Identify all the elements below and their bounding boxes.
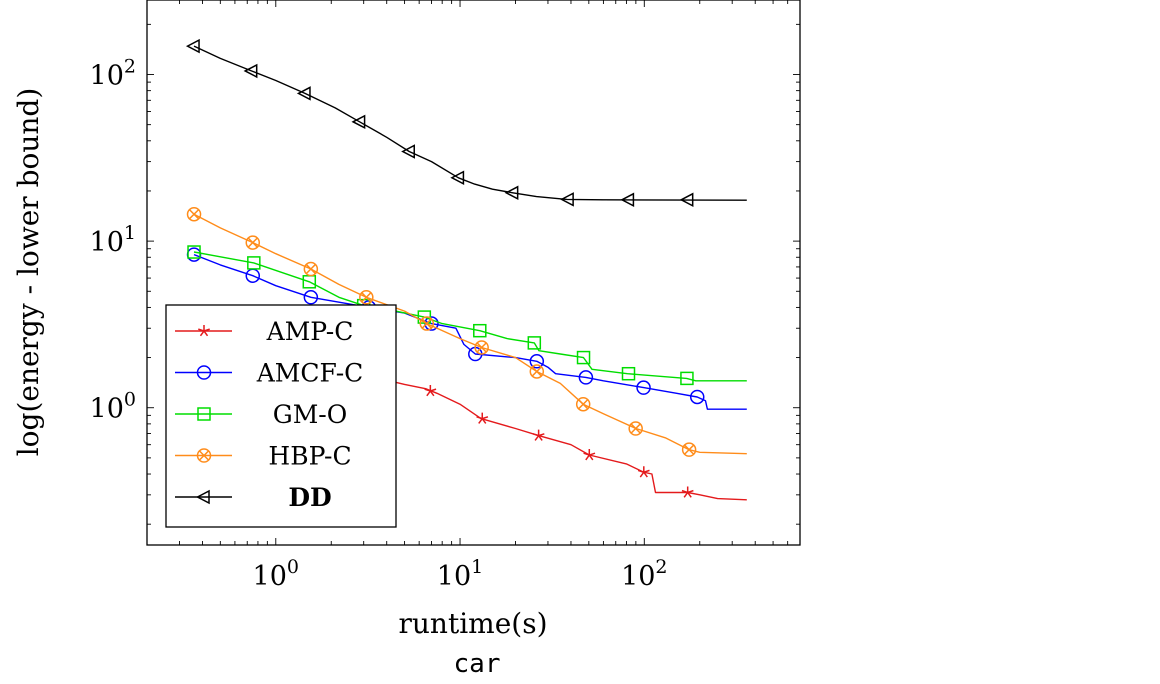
data-point [419,316,435,331]
legend: AMP-C AMCF-C GM-O HBP-C DD [165,304,397,528]
data-point [186,206,202,222]
legend-item: AMCF-C [175,359,363,388]
y-tick-label: 100 [90,389,136,425]
data-point [476,412,489,424]
y-tick-label: 101 [90,222,136,258]
legend-label: HBP-C [268,442,351,471]
data-point [296,86,311,101]
data-point [401,144,415,159]
data-point [583,449,596,461]
legend-item: HBP-C [175,442,352,471]
data-point [621,366,636,381]
y-axis-label: log(energy - lower bound) [12,88,45,457]
x-tick-label: 101 [437,556,483,592]
data-point [680,371,694,386]
data-point [245,235,261,250]
x-tick-label: 100 [253,556,299,592]
data-point [681,442,697,457]
data-point [679,192,694,208]
legend-label: DD [288,483,331,512]
data-point [424,384,437,397]
data-point [636,380,651,395]
data-point [529,354,545,369]
tick-labels: 100 101 102 100 101 102 [90,56,668,592]
data-point [559,192,574,207]
data-point [187,245,201,259]
data-point [473,323,487,338]
data-point [359,290,374,305]
legend-box [165,304,397,528]
legend-label: GM-O [273,400,348,429]
legend-marker [195,489,210,505]
x-axis-label: runtime(s) [399,607,548,640]
series-line [193,45,747,201]
data-point [474,340,489,355]
legend-label: AMCF-C [256,359,364,388]
legend-item: GM-O [175,400,347,429]
plot-frame [146,0,801,546]
data-point [243,63,258,79]
legend-label: AMP-C [266,317,354,346]
data-point [417,310,432,324]
data-point [689,389,705,405]
y-tick-label: 102 [90,56,136,92]
data-point [575,396,591,412]
series-hbp-c [186,206,747,457]
data-point [620,192,635,208]
data-point [532,429,545,441]
data-point [450,170,465,186]
data-point [504,185,519,201]
chart-caption: car [454,649,501,679]
legend-item: DD [175,483,332,512]
legend-item: AMP-C [175,317,353,346]
axis-ticks [146,0,801,545]
legend-marker [196,365,212,380]
data-point [351,114,366,130]
data-point [628,421,643,436]
data-point [185,38,200,54]
data-point [527,336,542,350]
legend-marker [197,407,211,421]
data-point [529,364,545,379]
data-point [303,290,319,305]
data-point [303,261,319,277]
series-line [193,251,747,382]
data-point [247,256,261,270]
data-point [578,370,594,385]
data-point [576,350,591,365]
legend-marker [198,325,210,337]
legend-marker [196,448,212,463]
data-point [681,486,694,498]
series-dd [185,38,747,208]
data-point [637,466,650,478]
x-tick-label: 102 [621,556,667,592]
